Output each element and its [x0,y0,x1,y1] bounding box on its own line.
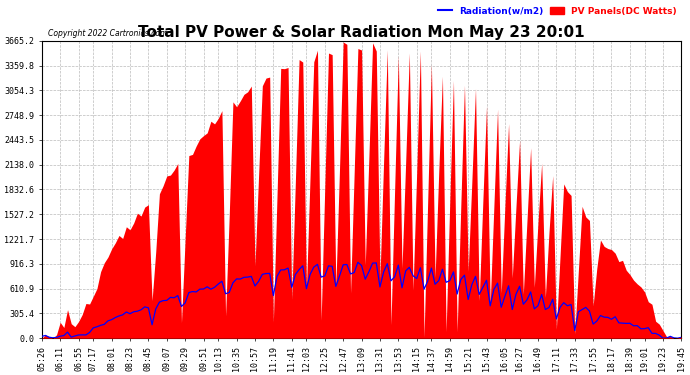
Legend: Radiation(w/m2), PV Panels(DC Watts): Radiation(w/m2), PV Panels(DC Watts) [435,3,680,19]
Title: Total PV Power & Solar Radiation Mon May 23 20:01: Total PV Power & Solar Radiation Mon May… [138,25,585,40]
Text: Copyright 2022 Cartronics.com: Copyright 2022 Cartronics.com [48,29,168,38]
